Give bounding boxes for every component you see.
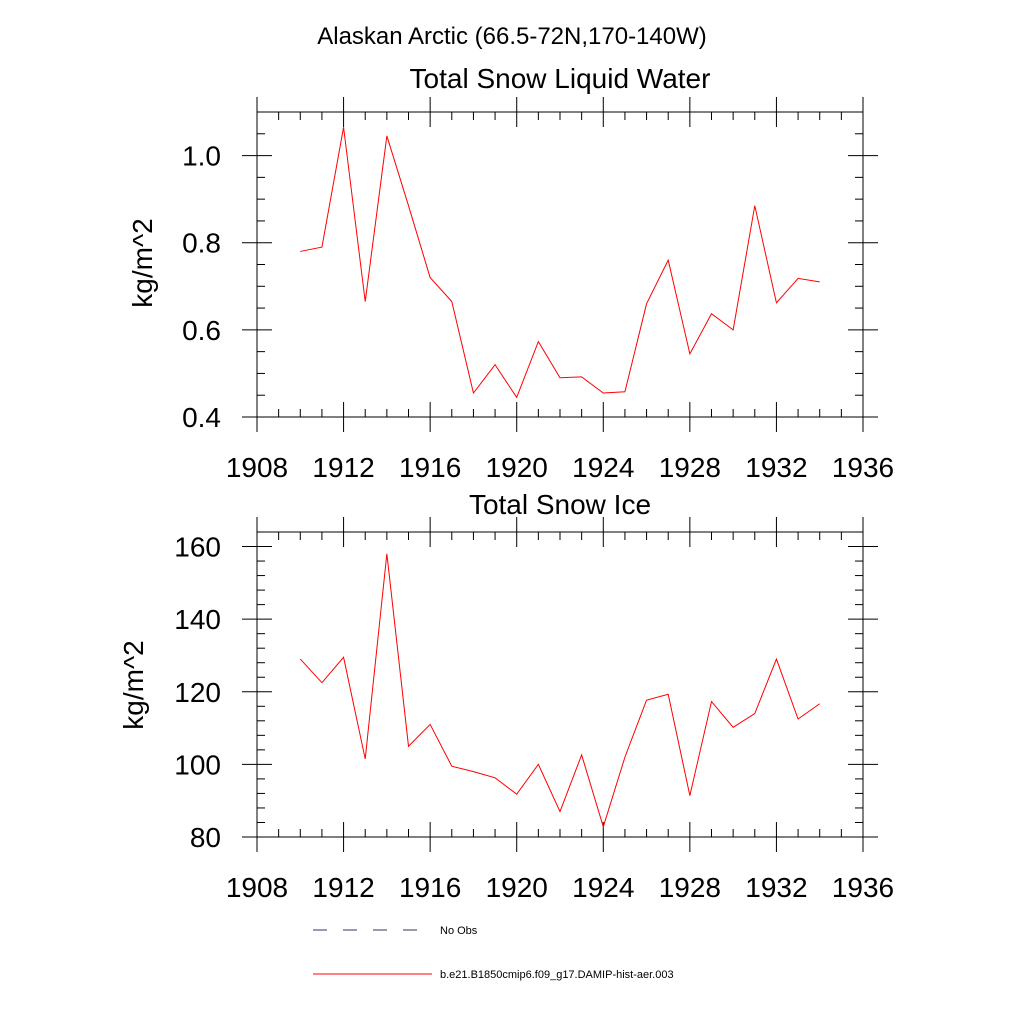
x-tick-label: 1928 bbox=[659, 872, 721, 903]
legend: No Obs b.e21.B1850cmip6.f09_g17.DAMIP-hi… bbox=[313, 925, 674, 981]
y-tick-label: 0.6 bbox=[182, 315, 221, 346]
axis-ticks bbox=[242, 97, 878, 432]
legend-label-no-obs: No Obs bbox=[440, 925, 478, 937]
panel-snow-liquid-water: Total Snow Liquid Water kg/m^2 1908 1912 1… bbox=[127, 63, 894, 483]
x-tick-label: 1908 bbox=[226, 452, 288, 483]
y-tick-label: 140 bbox=[174, 604, 221, 635]
x-tick-label: 1920 bbox=[486, 872, 548, 903]
panel-title: Total Snow Ice bbox=[469, 489, 651, 520]
y-tick-label: 100 bbox=[174, 749, 221, 780]
plot-frame bbox=[256, 531, 864, 838]
x-tick-label: 1908 bbox=[226, 872, 288, 903]
x-tick-label: 1932 bbox=[745, 452, 807, 483]
x-tick-label: 1936 bbox=[832, 452, 894, 483]
panel-title: Total Snow Liquid Water bbox=[410, 63, 711, 94]
figure-title: Alaskan Arctic (66.5-72N,170-140W) bbox=[317, 23, 707, 50]
y-tick-label: 0.8 bbox=[182, 228, 221, 259]
x-tick-label: 1912 bbox=[312, 452, 374, 483]
x-tick-label: 1916 bbox=[399, 872, 461, 903]
x-tick-label: 1932 bbox=[745, 872, 807, 903]
legend-label-model: b.e21.B1850cmip6.f09_g17.DAMIP-hist-aer.… bbox=[440, 969, 674, 981]
x-tick-label: 1924 bbox=[572, 872, 634, 903]
tick-labels: 1908 1912 1916 1920 1924 1928 1932 1936 0.4 0.6 0.… bbox=[182, 141, 894, 483]
series-line bbox=[299, 553, 820, 829]
y-axis-label: kg/m^2 bbox=[118, 640, 149, 729]
panel-snow-ice: Total Snow Ice kg/m^2 1908 1912 1916 1920 19… bbox=[118, 489, 894, 903]
plot-frame bbox=[256, 111, 864, 418]
axis-ticks bbox=[242, 517, 878, 852]
y-tick-label: 1.0 bbox=[182, 141, 221, 172]
x-tick-label: 1924 bbox=[572, 452, 634, 483]
y-tick-label: 0.4 bbox=[182, 402, 221, 433]
series-lines bbox=[299, 553, 820, 829]
series-lines bbox=[300, 127, 820, 399]
y-tick-label: 120 bbox=[174, 677, 221, 708]
x-tick-label: 1928 bbox=[659, 452, 721, 483]
x-tick-label: 1936 bbox=[832, 872, 894, 903]
y-tick-label: 160 bbox=[174, 532, 221, 563]
y-axis-label: kg/m^2 bbox=[127, 218, 158, 307]
x-tick-label: 1916 bbox=[399, 452, 461, 483]
x-tick-label: 1912 bbox=[312, 872, 374, 903]
x-tick-label: 1920 bbox=[486, 452, 548, 483]
y-tick-label: 80 bbox=[190, 822, 221, 853]
tick-labels: 1908 1912 1916 1920 1924 1928 1932 1936 80 100 120… bbox=[174, 532, 894, 903]
series-line bbox=[300, 127, 820, 399]
